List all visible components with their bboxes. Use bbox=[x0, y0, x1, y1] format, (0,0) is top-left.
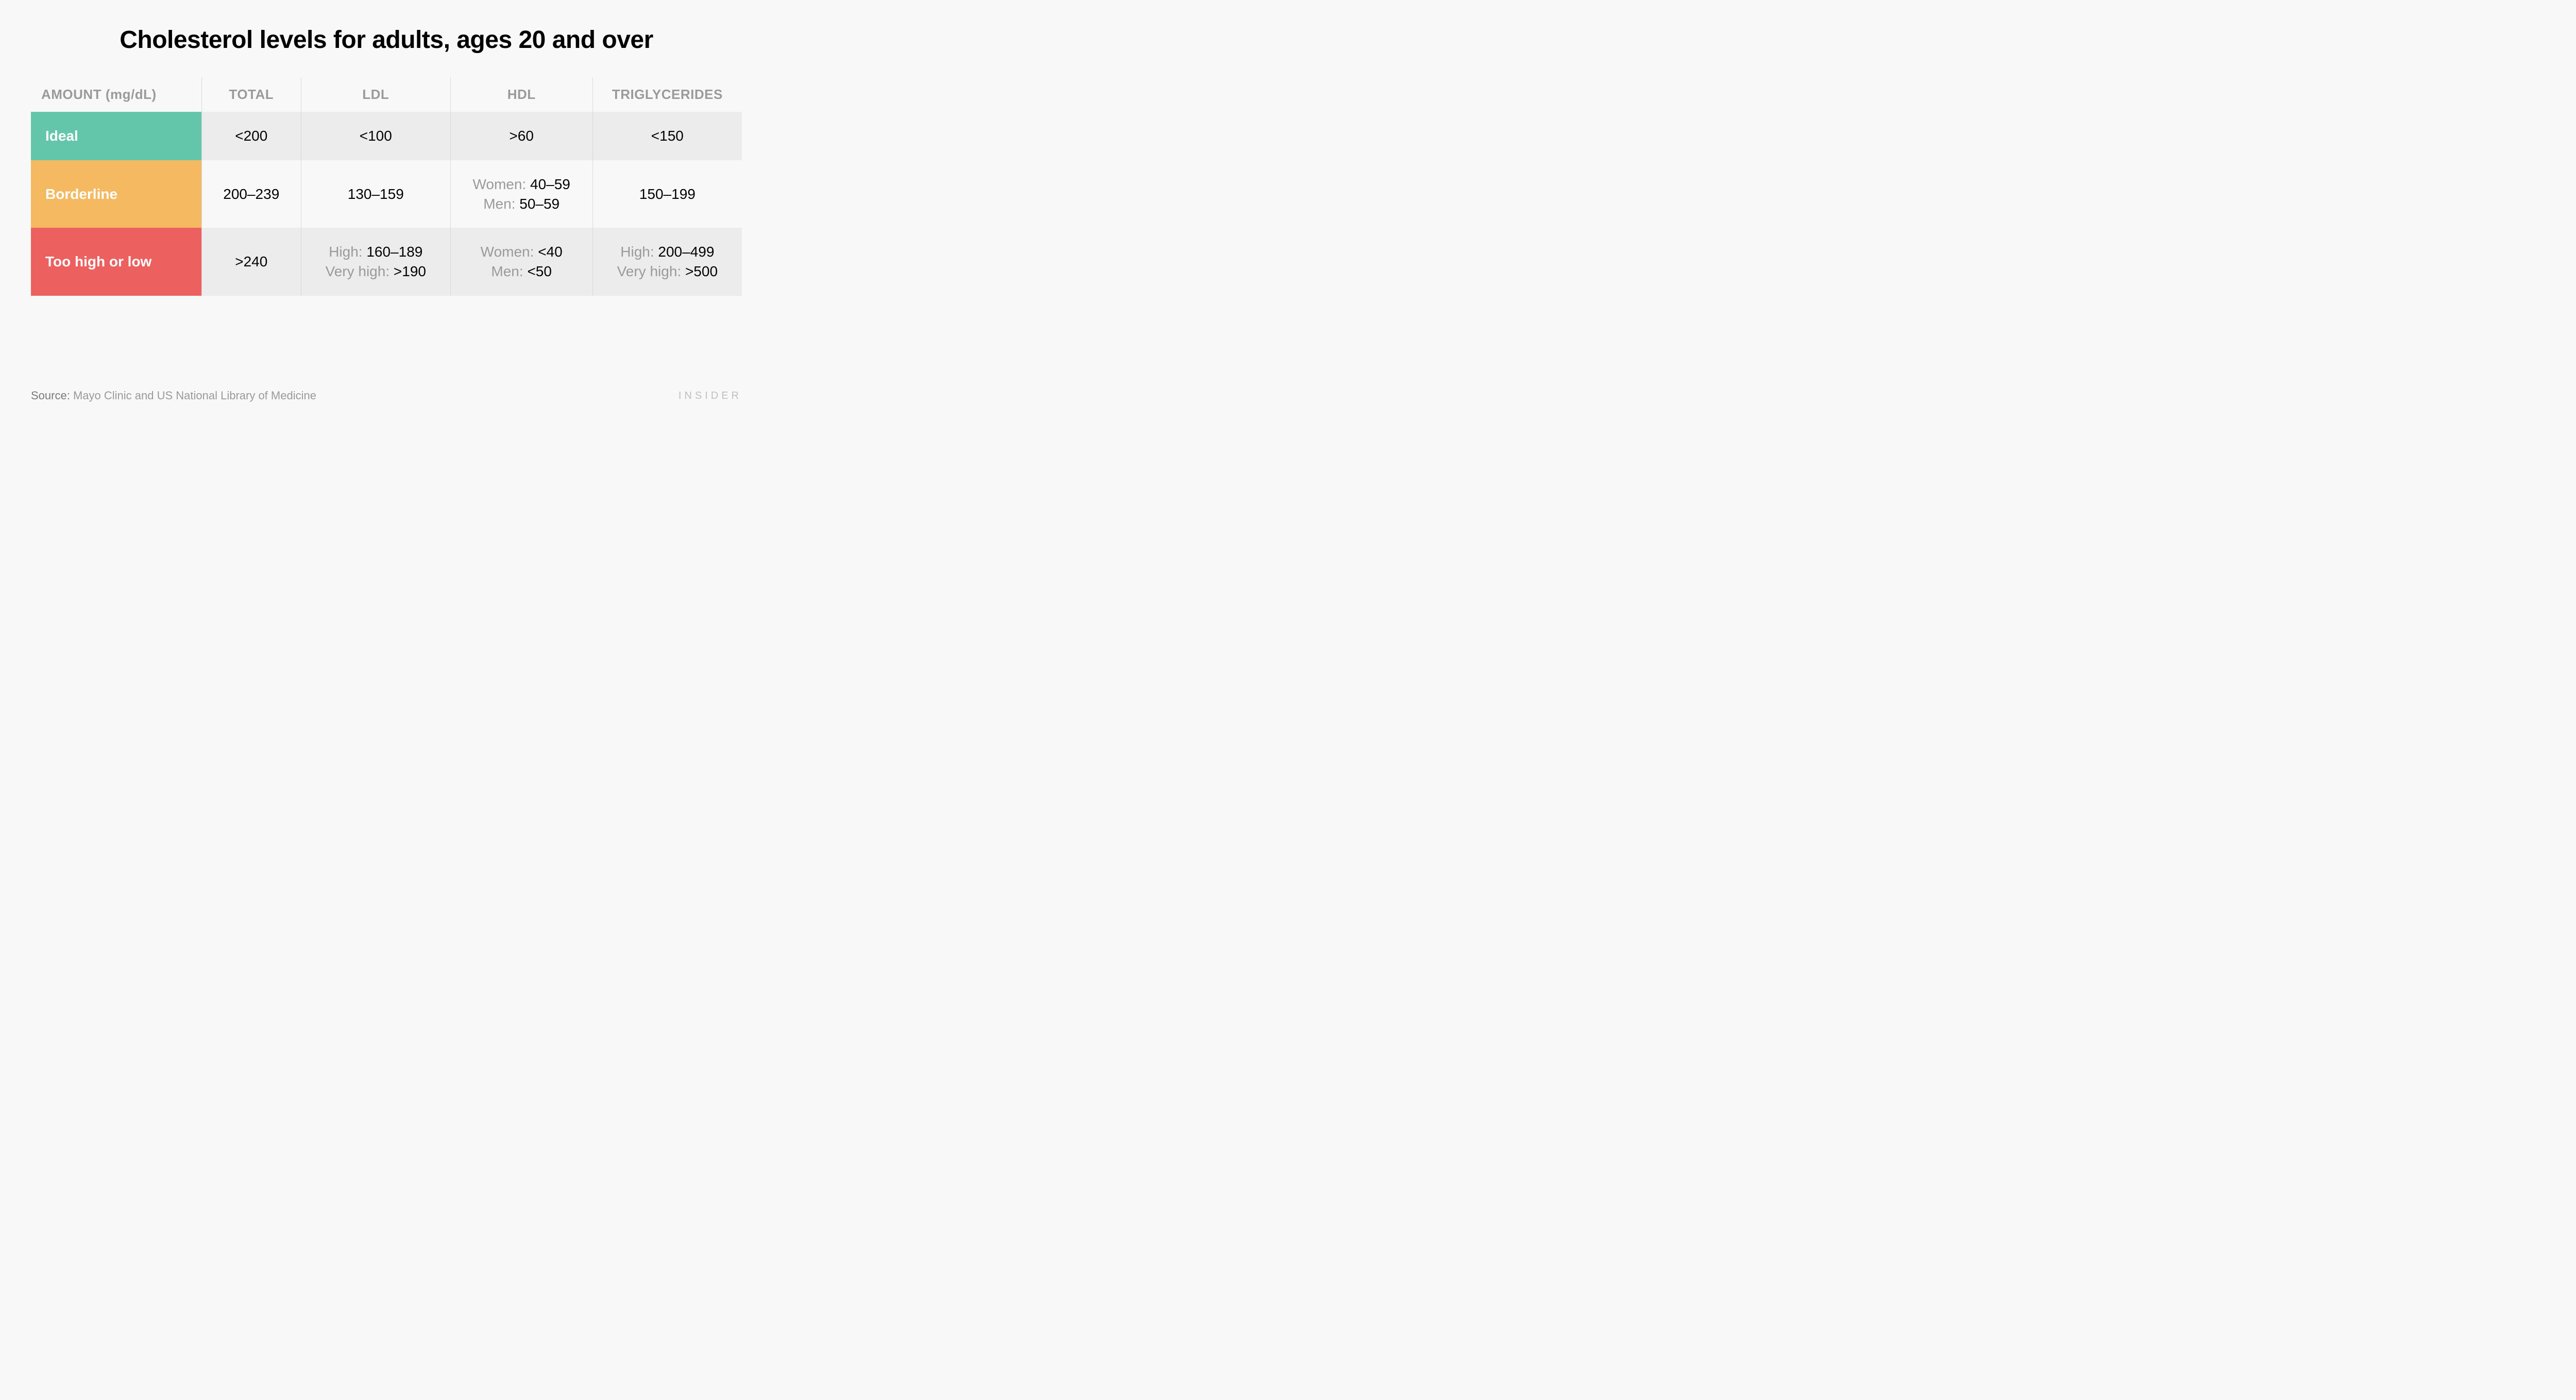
cell-ideal-trig: <150 bbox=[592, 112, 742, 160]
hdl-women-value: 40–59 bbox=[530, 176, 570, 192]
cell-borderline-ldl: 130–159 bbox=[301, 160, 450, 228]
source-line: Source: Mayo Clinic and US National Libr… bbox=[31, 389, 316, 402]
cell-borderline-trig: 150–199 bbox=[592, 160, 742, 228]
hdl-women-label: Women: bbox=[472, 176, 530, 192]
cell-extreme-trig: High: 200–499 Very high: >500 bbox=[592, 228, 742, 296]
brand-logo: INSIDER bbox=[679, 390, 742, 402]
cell-borderline-hdl: Women: 40–59 Men: 50–59 bbox=[450, 160, 592, 228]
cell-ideal-ldl: <100 bbox=[301, 112, 450, 160]
col-header-triglycerides: TRIGLYCERIDES bbox=[592, 77, 742, 112]
ldl-high-label: High: bbox=[329, 244, 366, 260]
footer: Source: Mayo Clinic and US National Libr… bbox=[31, 389, 742, 402]
hdl-women-label: Women: bbox=[481, 244, 538, 260]
hdl-men-value: 50–59 bbox=[519, 196, 560, 212]
cell-ideal-total: <200 bbox=[201, 112, 301, 160]
col-header-ldl: LDL bbox=[301, 77, 450, 112]
col-header-hdl: HDL bbox=[450, 77, 592, 112]
chart-title: Cholesterol levels for adults, ages 20 a… bbox=[31, 26, 742, 54]
table-header-row: AMOUNT (mg/dL) TOTAL LDL HDL TRIGLYCERID… bbox=[31, 77, 742, 112]
table-row-borderline: Borderline 200–239 130–159 Women: 40–59 … bbox=[31, 160, 742, 228]
cell-extreme-hdl: Women: <40 Men: <50 bbox=[450, 228, 592, 296]
cholesterol-table: AMOUNT (mg/dL) TOTAL LDL HDL TRIGLYCERID… bbox=[31, 77, 742, 296]
cell-borderline-total: 200–239 bbox=[201, 160, 301, 228]
source-label: Source: bbox=[31, 389, 70, 402]
hdl-men-value: <50 bbox=[527, 263, 552, 279]
hdl-men-label: Men: bbox=[483, 196, 519, 212]
cell-extreme-ldl: High: 160–189 Very high: >190 bbox=[301, 228, 450, 296]
col-header-amount: AMOUNT (mg/dL) bbox=[31, 77, 201, 112]
table-row-extreme: Too high or low >240 High: 160–189 Very … bbox=[31, 228, 742, 296]
ldl-vhigh-label: Very high: bbox=[326, 263, 394, 279]
cell-extreme-total: >240 bbox=[201, 228, 301, 296]
hdl-women-value: <40 bbox=[538, 244, 563, 260]
col-header-total: TOTAL bbox=[201, 77, 301, 112]
row-label-borderline: Borderline bbox=[31, 160, 201, 228]
cell-ideal-hdl: >60 bbox=[450, 112, 592, 160]
trig-high-label: High: bbox=[620, 244, 658, 260]
table-row-ideal: Ideal <200 <100 >60 <150 bbox=[31, 112, 742, 160]
source-text: Mayo Clinic and US National Library of M… bbox=[73, 389, 316, 402]
trig-vhigh-label: Very high: bbox=[617, 263, 685, 279]
row-label-extreme: Too high or low bbox=[31, 228, 201, 296]
hdl-men-label: Men: bbox=[491, 263, 527, 279]
trig-high-value: 200–499 bbox=[658, 244, 714, 260]
ldl-vhigh-value: >190 bbox=[394, 263, 426, 279]
trig-vhigh-value: >500 bbox=[685, 263, 718, 279]
row-label-ideal: Ideal bbox=[31, 112, 201, 160]
ldl-high-value: 160–189 bbox=[366, 244, 422, 260]
